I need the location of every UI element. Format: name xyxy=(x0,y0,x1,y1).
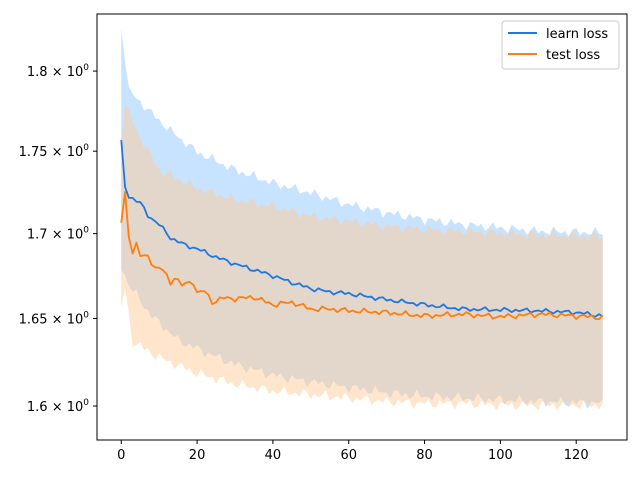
plot-frame xyxy=(96,13,628,441)
y-tick-label: 1.7 × 100 xyxy=(27,226,89,243)
x-tick-label: 100 xyxy=(488,448,513,463)
x-tick-label: 120 xyxy=(564,448,589,463)
x-tick-label: 40 xyxy=(265,448,282,463)
legend-label: test loss xyxy=(546,48,600,63)
band-test-loss xyxy=(121,104,603,411)
legend: learn loss test loss xyxy=(501,20,620,70)
y-tick-label: 1.65 × 100 xyxy=(19,311,90,328)
line-test-loss xyxy=(120,191,604,321)
series-lines xyxy=(120,140,604,321)
y-tick-label: 1.8 × 100 xyxy=(27,63,89,80)
legend-label: learn loss xyxy=(546,27,608,42)
x-tick-label: 80 xyxy=(416,448,433,463)
y-axis: 1.6 × 100 1.65 × 100 1.7 × 100 1.75 × 100 1.… xyxy=(19,63,97,415)
line-learn-loss xyxy=(120,140,604,318)
confidence-bands xyxy=(121,27,603,411)
x-tick-label: 20 xyxy=(189,448,206,463)
x-axis: 0 20 40 60 80 100 120 xyxy=(117,440,589,463)
x-tick-label: 0 xyxy=(117,448,125,463)
y-tick-label: 1.75 × 100 xyxy=(19,143,90,160)
y-tick-label: 1.6 × 100 xyxy=(27,398,89,415)
x-tick-label: 60 xyxy=(340,448,357,463)
